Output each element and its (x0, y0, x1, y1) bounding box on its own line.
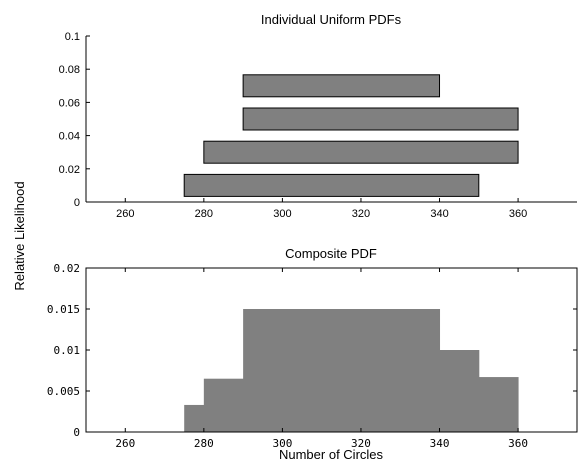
top-plot-area: 260 280 300 320 340 360 0 0.02 0.04 0.06 0.08 0.1 (59, 31, 577, 220)
uniform-pdf-bar (242, 74, 441, 98)
bottom-xtick-label: 300 (272, 437, 292, 450)
composite-pdf-bin (184, 404, 205, 432)
bottom-chart-title: Composite PDF (285, 246, 377, 261)
top-xtick-label: 280 (195, 208, 213, 220)
bottom-xtick-label: 320 (351, 437, 371, 450)
top-ytick-label: 0.02 (59, 164, 80, 176)
top-xtick-label: 260 (116, 208, 134, 220)
top-xtick-label: 300 (273, 208, 291, 220)
bottom-xtick-label: 260 (115, 437, 135, 450)
bottom-xtick-label: 340 (430, 437, 450, 450)
composite-pdf-bin (203, 378, 244, 432)
top-ytick-label: 0.06 (59, 97, 80, 109)
top-xtick-label: 320 (352, 208, 370, 220)
bottom-ytick-label: 0.005 (47, 385, 80, 398)
top-chart-panel: Individual Uniform PDFs 260 280 300 320 340 3… (59, 12, 577, 220)
composite-pdf-bin (439, 350, 480, 432)
uniform-pdf-bar (242, 107, 519, 131)
uniform-pdf-bar (203, 140, 519, 164)
top-ytick-label: 0.1 (65, 31, 80, 43)
top-chart-title: Individual Uniform PDFs (261, 12, 402, 27)
bottom-ytick-label: 0.01 (54, 344, 81, 357)
composite-pdf-bin (243, 309, 441, 432)
bottom-plot-area: 260 280 300 320 340 360 0 0.005 0.01 0.015 0.02 (47, 262, 578, 450)
uniform-pdf-bar (183, 173, 480, 197)
bottom-xtick-label: 280 (194, 437, 214, 450)
bottom-xtick-label: 360 (508, 437, 528, 450)
top-ytick-label: 0.08 (59, 64, 80, 76)
composite-pdf-bin (478, 377, 519, 432)
top-xtick-label: 360 (509, 208, 527, 220)
top-ytick-label: 0 (74, 197, 80, 209)
bottom-chart-panel: Composite PDF 260 280 300 320 340 360 0 0.005 0.… (47, 246, 578, 450)
shared-ylabel: Relative Likelihood (12, 181, 27, 290)
shared-xlabel: Number of Circles (279, 447, 384, 462)
bottom-ytick-label: 0 (73, 426, 80, 439)
bottom-ytick-label: 0.02 (54, 262, 81, 275)
bottom-ytick-label: 0.015 (47, 303, 80, 316)
top-ytick-label: 0.04 (59, 131, 80, 143)
top-xtick-label: 340 (430, 208, 448, 220)
